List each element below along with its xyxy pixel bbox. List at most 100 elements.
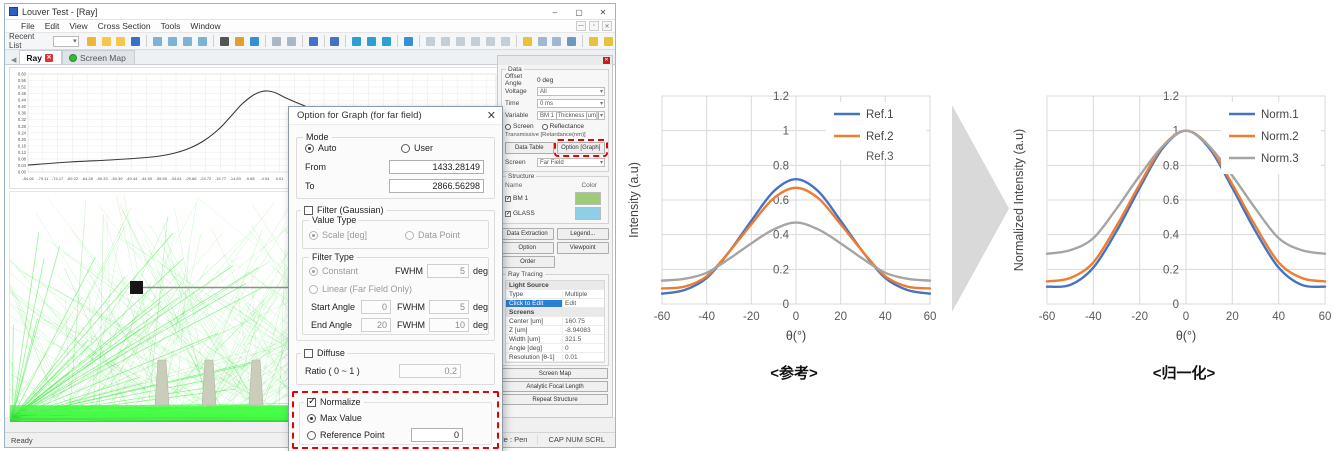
mode-user-radio[interactable]: [401, 143, 410, 153]
flag-1-icon[interactable]: [587, 35, 600, 48]
legend-entry[interactable]: Ref.2: [866, 131, 894, 143]
variable-select[interactable]: BM 1 [Thickness [um]]: [537, 110, 605, 120]
property-value[interactable]: 0: [562, 344, 604, 352]
property-value[interactable]: 160.75: [562, 317, 604, 325]
reference-point-radio[interactable]: [307, 430, 316, 440]
scale-deg-radio[interactable]: [309, 230, 318, 240]
menu-cross-section[interactable]: Cross Section: [97, 21, 151, 31]
structure-color-swatch[interactable]: [575, 192, 601, 205]
undo-icon[interactable]: [270, 35, 283, 48]
screen-select[interactable]: Far Field: [537, 157, 605, 167]
tab-close-icon[interactable]: ✕: [44, 53, 53, 62]
zoom-out-icon[interactable]: [454, 35, 467, 48]
view-grid-1-icon[interactable]: [151, 35, 164, 48]
structure-panel-icon[interactable]: [307, 35, 320, 48]
end-angle-field[interactable]: 20: [361, 318, 391, 332]
lamp-icon[interactable]: [233, 35, 246, 48]
ray-trace-icon[interactable]: [218, 35, 231, 48]
menu-edit[interactable]: Edit: [44, 21, 60, 31]
data-point-radio[interactable]: [405, 230, 414, 240]
mdi-restore-button[interactable]: ▫: [589, 21, 599, 31]
structure-visible-checkbox[interactable]: [505, 210, 511, 217]
time-select[interactable]: 0 ms: [537, 98, 605, 108]
end-fwhm-field[interactable]: 10: [429, 318, 469, 332]
option-button[interactable]: Option: [501, 242, 554, 254]
recent-list-dropdown[interactable]: [52, 35, 79, 47]
new-document-icon[interactable]: [85, 35, 98, 48]
analytic-focal-length-button[interactable]: Analytic Focal Length: [502, 381, 608, 392]
dialog-title-bar[interactable]: Option for Graph (for far field) ✕: [289, 107, 502, 125]
view-grid-3-icon[interactable]: [181, 35, 194, 48]
from-field[interactable]: 1433.28149: [389, 160, 484, 174]
screen-map-icon[interactable]: [365, 35, 378, 48]
ratio-field[interactable]: 0.2: [399, 364, 461, 378]
open-folder-icon[interactable]: [100, 35, 113, 48]
legend-entry[interactable]: Norm.1: [1261, 109, 1299, 121]
save-icon[interactable]: [129, 35, 142, 48]
tab-scroll-left-icon[interactable]: ◀: [11, 57, 17, 64]
repeat-structure-button[interactable]: Repeat Structure: [502, 394, 608, 405]
constant-fwhm-field[interactable]: 5: [427, 264, 469, 278]
measure-icon[interactable]: [521, 35, 534, 48]
rotate-icon[interactable]: [484, 35, 497, 48]
dialog-close-icon[interactable]: ✕: [486, 110, 496, 122]
property-value[interactable]: Edit: [562, 299, 604, 307]
legend--button[interactable]: Legend...: [556, 228, 609, 240]
close-button[interactable]: ✕: [599, 7, 607, 17]
filter-gaussian-checkbox[interactable]: [304, 205, 313, 215]
minimize-button[interactable]: –: [552, 7, 558, 17]
screen-marker[interactable]: [130, 281, 143, 294]
voltage-select[interactable]: All: [537, 86, 605, 96]
data-table-icon[interactable]: [350, 35, 363, 48]
zoom-in-icon[interactable]: [439, 35, 452, 48]
order-button[interactable]: Order: [501, 256, 555, 268]
panel-close-icon[interactable]: ✕: [603, 57, 610, 64]
max-value-radio[interactable]: [307, 413, 316, 423]
result-panel-icon[interactable]: [329, 35, 342, 48]
ruler-icon[interactable]: [551, 35, 564, 48]
tab-ray[interactable]: Ray ✕: [19, 50, 62, 64]
menu-view[interactable]: View: [69, 21, 88, 31]
start-angle-field[interactable]: 0: [361, 300, 391, 314]
property-value[interactable]: 0.01: [562, 353, 604, 361]
open-recent-icon[interactable]: [114, 35, 127, 48]
screen-map-button[interactable]: Screen Map: [502, 368, 608, 379]
reflectance-radio[interactable]: [541, 123, 548, 130]
constant-radio[interactable]: [309, 266, 318, 276]
property-value[interactable]: Multiple: [562, 290, 604, 298]
structure-visible-checkbox[interactable]: [505, 195, 511, 202]
menu-file[interactable]: File: [21, 21, 35, 31]
view-grid-4-icon[interactable]: [196, 35, 209, 48]
mdi-minimize-button[interactable]: —: [576, 21, 586, 31]
reference-point-field[interactable]: 0: [411, 428, 463, 442]
redo-icon[interactable]: [285, 35, 298, 48]
graph-icon[interactable]: [380, 35, 393, 48]
property-value[interactable]: 321.5: [562, 335, 604, 343]
mdi-close-button[interactable]: ✕: [602, 21, 612, 31]
maximize-button[interactable]: ▢: [575, 7, 583, 17]
pan-icon[interactable]: [469, 35, 482, 48]
select-arrow-icon[interactable]: [424, 35, 437, 48]
start-fwhm-field[interactable]: 5: [429, 300, 469, 314]
flag-2-icon[interactable]: [602, 35, 615, 48]
normalize-checkbox[interactable]: [307, 396, 316, 407]
grid-toggle-icon[interactable]: [565, 35, 578, 48]
refresh-icon[interactable]: [248, 35, 261, 48]
property-label[interactable]: Click to Edit: [506, 299, 562, 307]
viewpoint-button[interactable]: Viewpoint: [556, 242, 609, 254]
fit-icon[interactable]: [499, 35, 512, 48]
property-value[interactable]: -8.94083: [562, 326, 604, 334]
legend-entry[interactable]: Norm.3: [1261, 153, 1299, 165]
menu-window[interactable]: Window: [190, 21, 221, 31]
data-extraction-button[interactable]: Data Extraction: [501, 228, 554, 240]
angle-icon[interactable]: [536, 35, 549, 48]
legend-entry[interactable]: Ref.1: [866, 109, 894, 121]
diffuse-checkbox[interactable]: [304, 348, 313, 358]
view-grid-2-icon[interactable]: [166, 35, 179, 48]
structure-color-swatch[interactable]: [575, 207, 601, 220]
globe-icon[interactable]: [402, 35, 415, 48]
menu-tools[interactable]: Tools: [160, 21, 181, 31]
linear-radio[interactable]: [309, 284, 318, 294]
tab-screen-map[interactable]: Screen Map: [61, 50, 135, 64]
data-table-button[interactable]: Data Table: [505, 141, 554, 154]
